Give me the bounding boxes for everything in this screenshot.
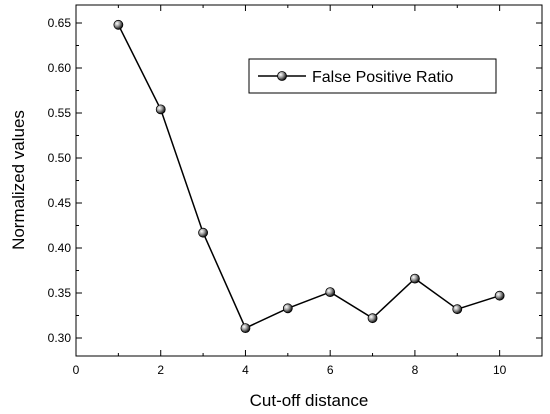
x-tick-label: 8 <box>412 363 419 377</box>
data-point <box>494 290 505 301</box>
data-point <box>113 19 124 30</box>
data-point <box>198 227 208 238</box>
x-tick-label: 0 <box>73 363 80 377</box>
tick-labels: 0 2 4 6 8 10 0.30 0.35 0.40 0.45 0.50 0.55 0.60 0.65 <box>48 16 507 377</box>
y-tick-label: 0.55 <box>48 106 72 120</box>
series-line <box>117 24 500 330</box>
x-tick-label: 10 <box>493 363 507 377</box>
data-point <box>282 303 293 314</box>
x-tick-label: 6 <box>327 363 334 377</box>
x-tick-label: 4 <box>242 363 249 377</box>
data-point <box>452 304 463 315</box>
y-tick-label: 0.60 <box>48 61 72 75</box>
y-tick-label: 0.45 <box>48 196 72 210</box>
x-axis-label: Cut-off distance <box>250 391 369 410</box>
y-tick-label: 0.30 <box>48 331 72 345</box>
y-tick-label: 0.50 <box>48 151 72 165</box>
legend-marker <box>277 71 287 81</box>
data-point <box>155 104 166 115</box>
y-tick-label: 0.35 <box>48 286 72 300</box>
data-point <box>410 273 420 284</box>
y-tick-label: 0.65 <box>48 16 72 30</box>
axis-ticks <box>75 5 542 356</box>
legend-label: False Positive Ratio <box>312 69 453 86</box>
data-point <box>240 323 251 334</box>
plot-frame <box>75 4 543 357</box>
data-point <box>325 287 336 298</box>
data-point <box>367 313 378 324</box>
x-tick-label: 2 <box>157 363 164 377</box>
series-markers <box>113 19 505 334</box>
legend: False Positive Ratio <box>248 58 497 94</box>
y-axis-label: Normalized values <box>9 110 28 250</box>
y-tick-label: 0.40 <box>48 241 72 255</box>
